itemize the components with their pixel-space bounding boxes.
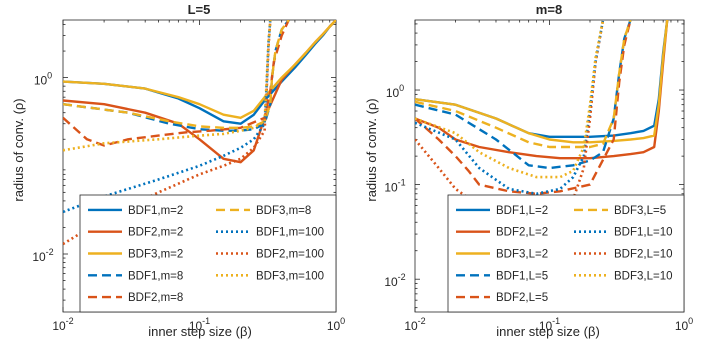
left-legend-label: BDF3,m=2 [128,249,183,261]
left-legend-label: BDF3,m=100 [256,270,324,282]
right-y-tick-label: 100 [386,83,404,100]
left-x-tick-label: 100 [327,316,345,333]
left-legend-label: BDF1,m=2 [128,205,183,217]
left-series-line-bdf1-m-100 [63,20,272,214]
left-legend-label: BDF2,m=100 [256,249,324,261]
right-x-tick-label: 10-1 [539,316,560,333]
right-legend: BDF1,L=2 BDF2,L=2 BDF3,L=2 BDF1,L=5 BDF2,L=5… [447,194,685,313]
right-chart-title: m=8 [536,2,562,17]
left-legend: BDF1,m=2 BDF2,m=2 BDF3,m=2 BDF1,m=8 BDF2,m=8… [79,194,337,313]
left-chart-panel: L=5 inner step size (β) radius of conv. … [11,2,345,339]
right-legend-label: BDF3,L=5 [614,205,666,217]
left-legend-label: BDF3,m=8 [256,205,311,217]
right-x-tick-label: 100 [675,316,693,333]
left-series-line-bdf1-m-2 [63,20,336,125]
right-legend-label: BDF2,L=10 [614,249,673,261]
right-y-tick-label: 10-2 [384,272,405,289]
right-legend-label: BDF2,L=2 [496,227,548,239]
left-series-line-bdf3-m-2 [63,20,336,119]
right-legend-label: BDF1,L=10 [614,227,673,239]
right-legend-label: BDF1,L=5 [496,270,548,282]
right-chart-xlabel: inner step size (β) [496,324,600,339]
right-legend-label: BDF1,L=2 [496,205,548,217]
left-legend-box [79,194,337,313]
left-chart-xlabel: inner step size (β) [148,324,252,339]
left-chart-title: L=5 [188,2,211,17]
right-series-line-bdf1-l-2 [415,20,669,138]
left-series-line-bdf2-m-2 [63,20,336,164]
right-x-tick-label: 10-2 [404,316,425,333]
right-legend-label: BDF3,L=2 [496,249,548,261]
left-legend-label: BDF2,m=8 [128,292,183,304]
right-series-line-bdf3-l-2 [415,20,669,144]
left-y-tick-label: 10-2 [32,247,53,264]
left-y-tick-label: 100 [34,71,52,88]
left-legend-label: BDF1,m=8 [128,270,183,282]
right-series-line-bdf1-l-10 [415,20,605,196]
right-series-line-bdf2-l-10 [415,20,605,215]
left-series-line-bdf3-m-100 [63,20,272,152]
left-chart-ylabel: radius of conv. (ρ) [11,98,26,201]
right-series-line-bdf3-l-10 [415,20,605,179]
left-legend-label: BDF1,m=100 [256,227,324,239]
right-legend-label: BDF3,L=10 [614,270,673,282]
left-x-tick-label: 10-2 [52,316,73,333]
left-legend-label: BDF2,m=2 [128,227,183,239]
right-chart-panel: m=8 inner step size (β) radius of conv. … [364,2,693,339]
right-legend-label: BDF2,L=5 [496,292,548,304]
left-series-line-bdf2-m-8 [63,20,290,147]
left-x-tick-label: 10-1 [189,316,210,333]
right-series-line-bdf3-l-5 [415,20,632,149]
right-chart-ylabel: radius of conv. (ρ) [364,98,379,201]
right-y-tick-label: 10-1 [384,178,405,195]
